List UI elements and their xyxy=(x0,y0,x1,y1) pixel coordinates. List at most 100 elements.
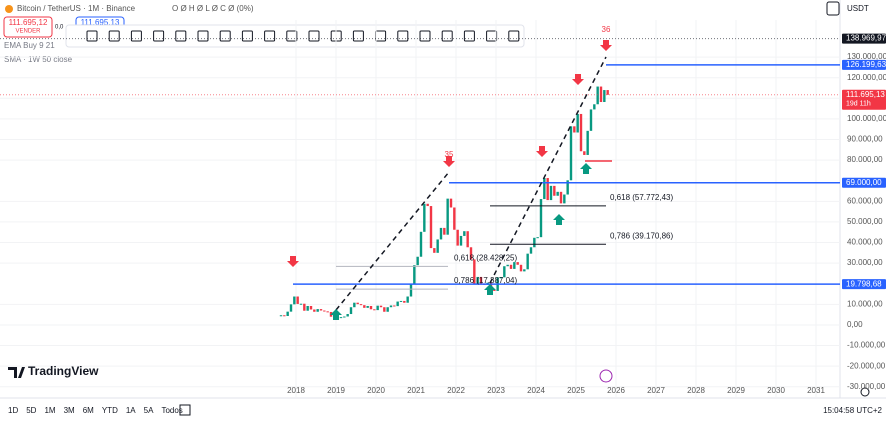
indicator[interactable]: EMA Buy 9 21 xyxy=(4,41,55,50)
candle xyxy=(403,300,406,303)
candle xyxy=(436,239,439,253)
price-tick-label: 40.000,00 xyxy=(847,238,883,247)
tool[interactable] xyxy=(286,30,298,42)
candle xyxy=(393,305,396,307)
tool-icons xyxy=(86,30,520,42)
down-arrow xyxy=(443,156,455,167)
candle xyxy=(519,264,523,272)
candle xyxy=(479,276,483,284)
cycle-label: 35 xyxy=(445,150,454,159)
sell-button[interactable] xyxy=(3,16,53,38)
plot xyxy=(0,20,840,398)
tool[interactable] xyxy=(352,30,364,42)
range-button[interactable]: Todos xyxy=(161,406,182,415)
candle xyxy=(599,86,603,103)
candle xyxy=(546,178,549,201)
down-arrow xyxy=(536,146,548,157)
candle xyxy=(326,311,329,313)
candle xyxy=(446,198,449,235)
candle xyxy=(493,289,496,291)
candle xyxy=(466,231,469,248)
trend-line xyxy=(335,171,450,311)
date-picker[interactable] xyxy=(179,404,191,416)
candle xyxy=(516,262,519,265)
candle xyxy=(449,198,453,208)
range-button[interactable]: 3M xyxy=(64,406,75,415)
tool[interactable] xyxy=(308,30,320,42)
range-button[interactable]: 6M xyxy=(83,406,94,415)
candle xyxy=(359,304,363,306)
candle xyxy=(589,109,593,131)
candle xyxy=(569,126,573,181)
candle xyxy=(576,113,579,133)
range-button[interactable]: YTD xyxy=(102,406,118,415)
tool[interactable] xyxy=(463,30,475,42)
candle xyxy=(549,185,553,201)
candle xyxy=(296,296,299,304)
tool[interactable] xyxy=(419,30,431,42)
price-label-box xyxy=(842,279,886,290)
candle xyxy=(416,256,419,266)
tool[interactable] xyxy=(508,30,520,42)
tool[interactable] xyxy=(241,30,253,42)
price-tick-label: 0,00 xyxy=(847,320,863,329)
candle xyxy=(586,130,589,155)
price-tick-label: 10.000,00 xyxy=(847,299,883,308)
range-button[interactable]: 5A xyxy=(144,406,154,415)
range-button[interactable]: 5D xyxy=(26,406,36,415)
candle xyxy=(343,316,346,318)
candle xyxy=(606,90,609,95)
logo xyxy=(8,367,25,378)
tool[interactable] xyxy=(486,30,498,42)
axis-settings[interactable] xyxy=(860,387,870,397)
candle xyxy=(453,207,456,230)
tool[interactable] xyxy=(175,30,187,42)
tool[interactable] xyxy=(397,30,409,42)
event-icon[interactable] xyxy=(599,369,613,383)
price-label: 126.199,63 xyxy=(846,60,886,69)
tool[interactable] xyxy=(130,30,142,42)
price-tick-label: 50.000,00 xyxy=(847,217,883,226)
candle xyxy=(286,311,289,317)
range-button[interactable]: 1D xyxy=(8,406,18,415)
tool[interactable] xyxy=(197,30,209,42)
price-tick-label: 30.000,00 xyxy=(847,258,883,267)
tool[interactable] xyxy=(153,30,165,42)
time-tick-label: 2021 xyxy=(407,386,425,395)
price-label: 69.000,00 xyxy=(846,178,882,187)
time-tick-label: 2029 xyxy=(727,386,745,395)
candle xyxy=(513,262,516,269)
candle xyxy=(536,237,539,239)
candle xyxy=(456,229,459,246)
range-button[interactable]: 1A xyxy=(126,406,136,415)
time-tick-label: 2024 xyxy=(527,386,545,395)
down-arrow xyxy=(600,40,612,51)
range-bar: 1D 5D 1M 3M 6M YTD 1A 5A Todos xyxy=(8,406,183,415)
tool[interactable] xyxy=(108,30,120,42)
candle xyxy=(279,315,283,317)
tool[interactable] xyxy=(219,30,231,42)
tool[interactable] xyxy=(441,30,453,42)
coin-icon xyxy=(5,5,13,13)
tool[interactable] xyxy=(264,30,276,42)
settings-button[interactable] xyxy=(826,1,840,16)
price-tick-label: 60.000,00 xyxy=(847,196,883,205)
candle xyxy=(389,305,393,308)
tool[interactable] xyxy=(86,30,98,42)
countdown: 19d 11h xyxy=(846,101,871,108)
currency[interactable]: USDT xyxy=(847,4,869,13)
candle xyxy=(363,305,366,308)
candle xyxy=(499,277,503,279)
fib-label: 0,786 (39.170,86) xyxy=(610,231,673,240)
sell-price: 111.695,12 xyxy=(9,18,48,27)
candle xyxy=(593,104,596,110)
candle xyxy=(506,264,509,267)
candle xyxy=(373,309,376,311)
indicator[interactable]: SMA · 1W 50 close xyxy=(4,55,73,64)
price-label-box xyxy=(842,59,886,70)
fib-label: 0,618 (57.772,43) xyxy=(610,193,673,202)
candle xyxy=(419,231,423,257)
range-button[interactable]: 1M xyxy=(44,406,55,415)
